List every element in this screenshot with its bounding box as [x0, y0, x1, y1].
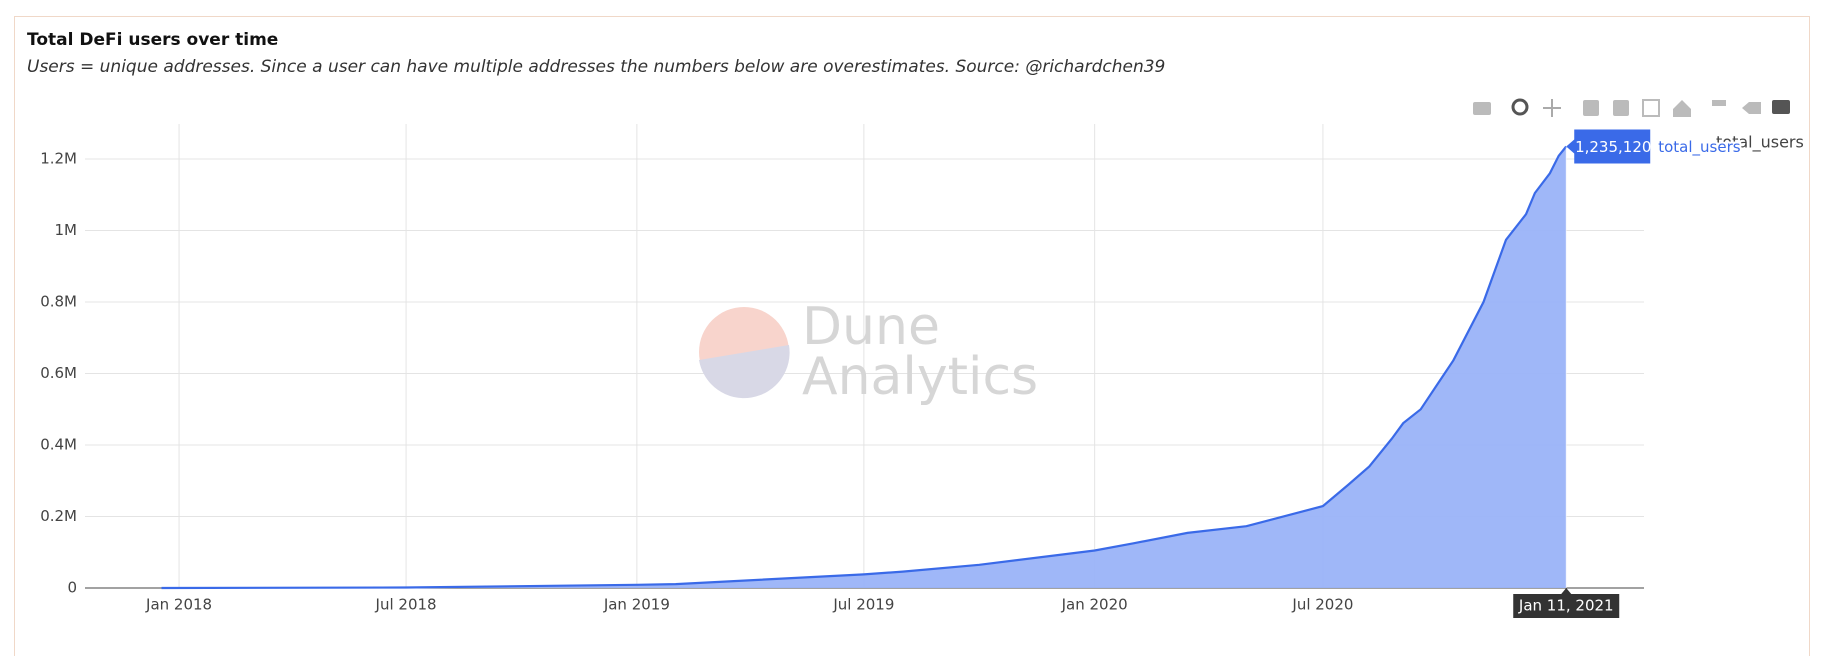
y-tick-label: 0.6M: [40, 364, 77, 382]
autoscale-icon[interactable]: [1642, 99, 1660, 117]
x-tick-label: Jan 2018: [145, 596, 212, 614]
watermark: Dune Analytics: [699, 297, 1038, 407]
y-tick-label: 1.2M: [40, 150, 77, 168]
x-tick-label: Jan 2020: [1061, 596, 1128, 614]
zoom-in-icon[interactable]: [1583, 100, 1599, 116]
watermark-text: Dune: [802, 297, 940, 357]
pan-icon[interactable]: [1543, 99, 1561, 117]
chart: Dune Analytics 0 0.2M 0.4M 0.6M 0.8M 1M 1.2M Ja…: [40, 98, 1804, 618]
chart-title: Total DeFi users over time: [27, 30, 279, 50]
hover-compare-icon[interactable]: [1772, 100, 1790, 114]
y-tick-label: 1M: [55, 221, 78, 239]
x-tick-label: Jul 2020: [1291, 596, 1353, 614]
chart-card: [14, 16, 1810, 656]
y-tick-label: 0.2M: [40, 507, 77, 525]
legend-label: total_users: [1716, 133, 1804, 153]
watermark-logo-part: [699, 345, 790, 399]
y-tick-label: 0.8M: [40, 293, 77, 311]
hover-x-label: Jan 11, 2021: [1518, 597, 1614, 615]
spike-icon[interactable]: [1712, 100, 1726, 106]
x-tick-label: Jan 2019: [603, 596, 670, 614]
watermark-text: Analytics: [802, 347, 1038, 407]
hover-series: total_users: [1658, 138, 1741, 157]
zoom-out-icon[interactable]: [1613, 100, 1629, 116]
hover-value: 1,235,120: [1575, 138, 1651, 156]
toolbar: [1473, 98, 1790, 117]
area-line: [161, 145, 1568, 590]
hover-closest-icon[interactable]: [1742, 102, 1761, 114]
chart-subtitle: Users = unique addresses. Since a user c…: [27, 57, 1166, 77]
hover-box: [1566, 129, 1651, 164]
zoom-icon[interactable]: [1511, 98, 1529, 116]
x-tick-label: Jul 2018: [375, 596, 437, 614]
camera-icon[interactable]: [1473, 102, 1491, 115]
hover-x-box: [1513, 588, 1620, 618]
reset-icon[interactable]: [1673, 100, 1691, 117]
y-tick-label: 0.4M: [40, 436, 77, 454]
x-tick-label: Jul 2019: [832, 596, 894, 614]
area-fill: [161, 146, 1567, 588]
y-tick-label: 0: [67, 579, 77, 597]
page: {"chart_data": { "type": "area", "title"…: [14, 16, 1810, 656]
